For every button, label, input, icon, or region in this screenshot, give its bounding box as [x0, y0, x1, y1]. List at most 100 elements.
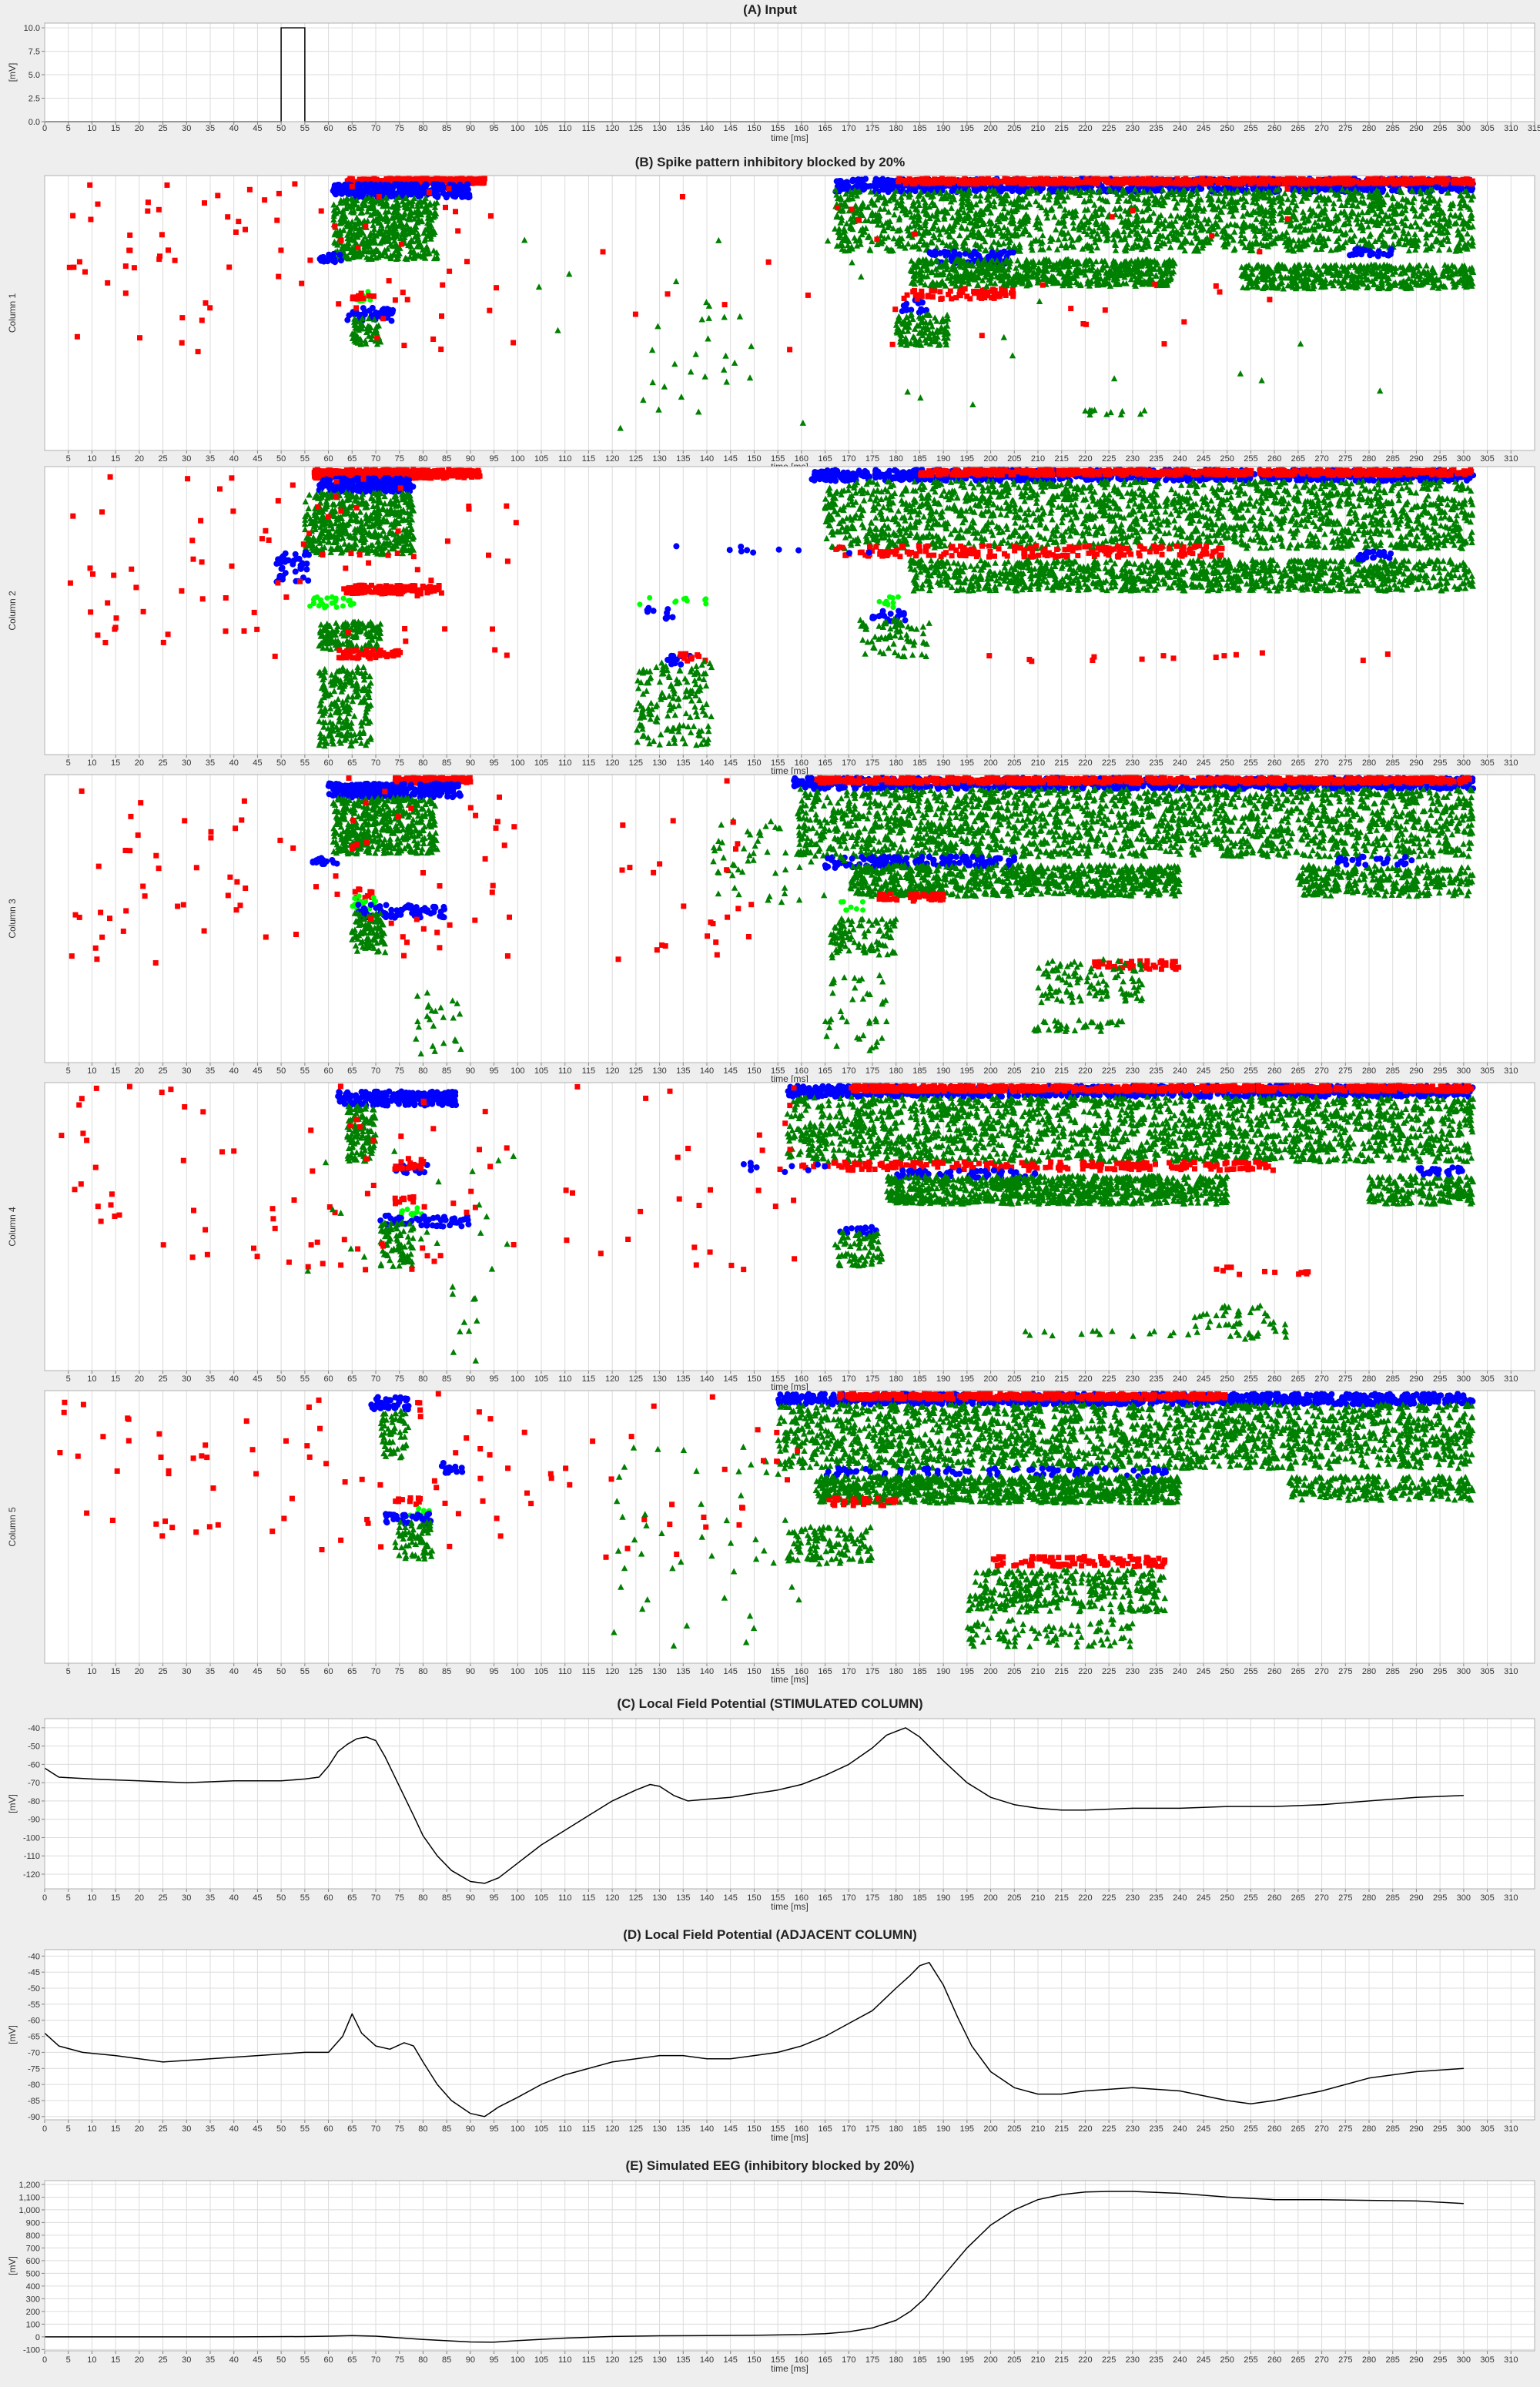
spike-marker — [1129, 180, 1134, 186]
x-tick-label: 55 — [300, 454, 310, 464]
spike-marker — [880, 186, 886, 192]
x-tick-label: 250 — [1220, 454, 1234, 464]
spike-marker — [1218, 180, 1224, 186]
x-tick-label: 180 — [889, 124, 903, 133]
spike-marker — [387, 176, 393, 182]
spike-marker — [1408, 177, 1413, 182]
x-tick-label: 170 — [842, 454, 855, 464]
x-tick-label: 10 — [87, 124, 96, 133]
x-tick-label: 105 — [534, 124, 548, 133]
x-tick-label: 245 — [1197, 454, 1210, 464]
x-tick-label: 25 — [158, 454, 167, 464]
spike-marker — [979, 176, 984, 182]
x-tick-label: 315 — [1528, 124, 1540, 133]
x-tick-label: 230 — [1126, 454, 1140, 464]
spike-marker — [1240, 180, 1246, 186]
x-tick-label: 215 — [1055, 124, 1069, 133]
spike-marker — [1391, 181, 1397, 186]
spike-marker — [1123, 179, 1129, 184]
x-tick-label: 65 — [347, 124, 357, 133]
x-tick-label: 110 — [558, 124, 572, 133]
x-tick-label: 285 — [1386, 124, 1400, 133]
x-tick-label: 70 — [371, 124, 380, 133]
x-tick-label: 195 — [960, 454, 974, 464]
spike-marker — [1033, 179, 1038, 184]
x-tick-label: 150 — [747, 124, 761, 133]
spike-marker — [1086, 178, 1092, 183]
chart-title: (A) Input — [743, 2, 797, 17]
x-tick-label: 295 — [1433, 124, 1447, 133]
spike-marker — [330, 257, 336, 263]
spike-marker — [422, 176, 427, 182]
x-tick-label: 70 — [371, 454, 380, 464]
x-tick-label: 185 — [912, 124, 926, 133]
x-tick-label: 140 — [700, 124, 714, 133]
plot-area — [45, 23, 1535, 122]
spike-marker — [1289, 180, 1294, 186]
spike-marker — [1276, 179, 1281, 184]
x-tick-label: 280 — [1362, 124, 1376, 133]
x-tick-label: 20 — [135, 124, 144, 133]
x-tick-label: 40 — [229, 124, 239, 133]
x-tick-label: 175 — [865, 454, 879, 464]
x-tick-label: 305 — [1480, 124, 1494, 133]
x-tick-label: 115 — [582, 124, 596, 133]
spike-marker — [466, 192, 472, 198]
x-tick-label: 235 — [1149, 454, 1163, 464]
spike-marker — [1452, 177, 1458, 182]
x-tick-label: 20 — [135, 454, 144, 464]
spike-marker — [422, 182, 428, 188]
x-tick-label: 110 — [558, 454, 572, 464]
x-tick-label: 65 — [347, 454, 357, 464]
x-tick-label: 165 — [818, 124, 832, 133]
spike-marker — [1366, 176, 1371, 182]
x-tick-label: 55 — [300, 124, 310, 133]
spike-marker — [996, 186, 1003, 192]
spike-marker — [977, 186, 983, 192]
x-tick-label: 80 — [418, 124, 427, 133]
spike-marker — [1313, 179, 1318, 184]
x-tick-label: 310 — [1504, 454, 1518, 464]
x-tick-label: 125 — [629, 124, 643, 133]
x-tick-label: 45 — [253, 454, 262, 464]
spike-marker — [1402, 181, 1408, 186]
spike-marker — [957, 181, 962, 186]
x-tick-label: 230 — [1126, 124, 1140, 133]
x-tick-label: 45 — [253, 124, 262, 133]
spike-marker — [1060, 180, 1065, 186]
x-tick-label: 200 — [983, 454, 997, 464]
x-tick-label: 225 — [1102, 454, 1116, 464]
x-tick-label: 185 — [912, 454, 926, 464]
x-tick-label: 250 — [1220, 124, 1234, 133]
spike-marker — [318, 257, 324, 263]
spike-marker — [346, 313, 352, 319]
spike-marker — [850, 178, 856, 184]
spike-marker — [338, 257, 344, 263]
x-tick-label: 240 — [1173, 124, 1187, 133]
spike-marker — [947, 181, 952, 186]
x-tick-label: 175 — [865, 124, 879, 133]
spike-marker — [433, 192, 439, 199]
x-tick-label: 165 — [818, 454, 832, 464]
spike-marker — [1301, 176, 1306, 182]
spike-marker — [984, 179, 989, 185]
y-tick-label: 5.0 — [28, 71, 40, 80]
spike-marker — [1320, 179, 1325, 185]
spike-marker — [1266, 178, 1271, 183]
x-tick-label: 85 — [442, 454, 451, 464]
x-tick-label: 95 — [489, 454, 498, 464]
x-tick-label: 75 — [395, 124, 404, 133]
spike-marker — [1297, 181, 1303, 186]
spike-marker — [350, 294, 356, 300]
spike-marker — [390, 185, 396, 191]
x-tick-label: 60 — [323, 124, 333, 133]
x-tick-label: 210 — [1031, 124, 1045, 133]
x-tick-label: 75 — [395, 454, 404, 464]
spike-marker — [371, 293, 377, 299]
spike-marker — [324, 258, 330, 264]
spike-marker — [872, 179, 879, 185]
y-tick-label: 7.5 — [28, 48, 40, 57]
spike-marker — [844, 179, 850, 185]
x-tick-label: 205 — [1007, 454, 1021, 464]
